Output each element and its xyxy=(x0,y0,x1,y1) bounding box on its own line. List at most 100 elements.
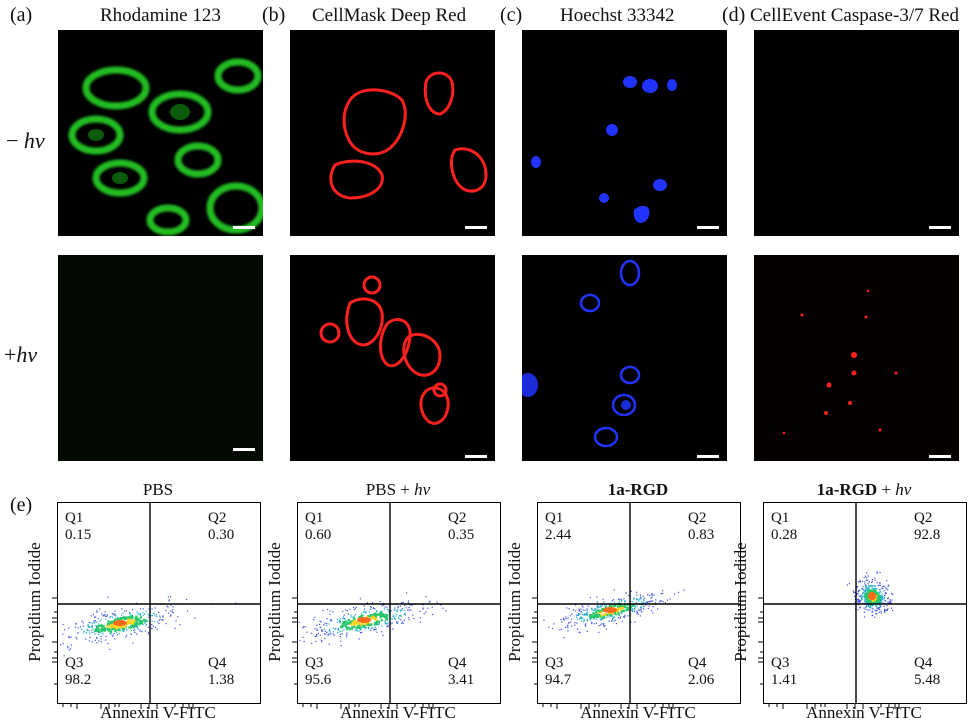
quadrant-name: Q2 xyxy=(448,510,467,526)
quadrant-q2-label: Q2 0.83 xyxy=(688,510,714,544)
quadrant-percentage: 0.60 xyxy=(305,527,332,543)
quadrant-name: Q2 xyxy=(688,510,707,526)
quadrant-q3-label: Q3 98.2 xyxy=(65,655,91,689)
quadrant-percentage: 94.7 xyxy=(545,672,572,688)
quadrant-q4-label: Q4 1.38 xyxy=(208,655,234,689)
y-axis-label: Propidium Iodide xyxy=(505,542,524,662)
quadrant-name: Q3 xyxy=(771,655,790,671)
scale-bar xyxy=(697,455,719,458)
quadrant-q3-label: Q3 94.7 xyxy=(545,655,571,689)
quadrant-q4-label: Q4 3.41 xyxy=(448,655,474,689)
scale-bar xyxy=(465,455,487,458)
quadrant-q3-label: Q3 95.6 xyxy=(305,655,331,689)
panel-letter-a: (a) xyxy=(10,4,33,26)
quadrant-q2-label: Q2 92.8 xyxy=(914,510,940,544)
quadrant-percentage: 2.44 xyxy=(545,527,572,543)
micrograph-cellmask-dark xyxy=(290,30,495,236)
quadrant-q1-label: Q1 0.60 xyxy=(305,510,331,544)
quadrant-percentage: 2.06 xyxy=(688,672,715,688)
quadrant-q3-label: Q3 1.41 xyxy=(771,655,797,689)
micrograph-caspase-dark xyxy=(754,30,959,236)
x-axis-label: Annexin V-FITC xyxy=(806,703,922,722)
column-title-a: Rhodamine 123 xyxy=(100,5,221,26)
quadrant-q4-label: Q4 2.06 xyxy=(688,655,714,689)
y-axis-label: Propidium Iodide xyxy=(265,542,284,662)
y-axis-ticks xyxy=(532,597,538,685)
scatter-density xyxy=(58,503,260,703)
panel-letter-e: (e) xyxy=(10,494,33,516)
flow-plot-title-1a-rgd-hv: 1a-RGD + hv xyxy=(816,480,912,499)
x-axis-label: Annexin V-FITC xyxy=(340,703,456,722)
y-axis-ticks xyxy=(52,597,58,685)
quadrant-q2-label: Q2 0.35 xyxy=(448,510,474,544)
quadrant-q1-label: Q1 2.44 xyxy=(545,510,571,544)
quadrant-percentage: 3.41 xyxy=(448,672,475,688)
quadrant-name: Q2 xyxy=(208,510,227,526)
quadrant-percentage: 1.38 xyxy=(208,672,235,688)
column-title-c: Hoechst 33342 xyxy=(560,5,675,26)
scale-bar xyxy=(929,455,951,458)
scale-bar xyxy=(465,226,487,229)
panel-letter-c: (c) xyxy=(500,4,523,26)
x-axis-label: Annexin V-FITC xyxy=(580,703,696,722)
micrograph-hoechst-light xyxy=(522,255,727,461)
x-axis-ticks xyxy=(62,704,194,709)
scatter-density xyxy=(764,503,966,703)
micrograph-cellmask-light xyxy=(290,255,495,461)
scale-bar xyxy=(233,448,255,451)
quadrant-percentage: 0.35 xyxy=(448,527,475,543)
column-title-d: CellEvent Caspase-3/7 Red xyxy=(750,5,959,26)
micrograph-rhodamine-light xyxy=(58,255,263,461)
quadrant-percentage: 0.83 xyxy=(688,527,715,543)
quadrant-name: Q2 xyxy=(914,510,933,526)
quadrant-name: Q3 xyxy=(65,655,84,671)
flow-plot-title-pbs: PBS xyxy=(142,480,174,499)
quadrant-q1-label: Q1 0.15 xyxy=(65,510,91,544)
quadrant-percentage: 0.15 xyxy=(65,527,92,543)
flow-plot-pbs-hv: Q1 0.60 Q2 0.35 Q3 95.6 Q4 3.41 xyxy=(297,502,501,704)
micrograph-hoechst-dark xyxy=(522,30,727,236)
quadrant-q1-label: Q1 0.28 xyxy=(771,510,797,544)
scatter-density xyxy=(538,503,740,703)
flow-plot-pbs: Q1 0.15 Q2 0.30 Q3 98.2 Q4 1.38 xyxy=(57,502,261,704)
y-axis-label: Propidium Iodide xyxy=(731,542,750,662)
quadrant-name: Q1 xyxy=(305,510,324,526)
quadrant-name: Q3 xyxy=(545,655,564,671)
row-label-dark: − hv xyxy=(6,128,45,153)
quadrant-percentage: 1.41 xyxy=(771,672,798,688)
panel-letter-d: (d) xyxy=(722,4,746,26)
scale-bar xyxy=(929,226,951,229)
y-axis-ticks xyxy=(758,597,764,685)
x-axis-ticks xyxy=(302,704,434,709)
column-title-b: CellMask Deep Red xyxy=(312,5,467,26)
quadrant-name: Q1 xyxy=(771,510,790,526)
panel-letter-b: (b) xyxy=(262,4,286,26)
quadrant-name: Q4 xyxy=(914,655,933,671)
quadrant-q2-label: Q2 0.30 xyxy=(208,510,234,544)
quadrant-percentage: 0.30 xyxy=(208,527,235,543)
quadrant-percentage: 0.28 xyxy=(771,527,798,543)
micrograph-caspase-light xyxy=(754,255,959,461)
y-axis-ticks xyxy=(292,597,298,685)
quadrant-percentage: 92.8 xyxy=(914,527,941,543)
quadrant-name: Q3 xyxy=(305,655,324,671)
flow-plot-1a-rgd: Q1 2.44 Q2 0.83 Q3 94.7 Q4 2.06 xyxy=(537,502,741,704)
y-axis-label: Propidium Iodide xyxy=(25,542,44,662)
scale-bar xyxy=(233,226,255,229)
quadrant-name: Q4 xyxy=(208,655,227,671)
quadrant-name: Q4 xyxy=(688,655,707,671)
quadrant-name: Q1 xyxy=(545,510,564,526)
flow-plot-1a-rgd-hv: Q1 0.28 Q2 92.8 Q3 1.41 Q4 5.48 xyxy=(763,502,967,704)
flow-plot-title-pbs-hv: PBS + hv xyxy=(365,480,431,499)
quadrant-name: Q4 xyxy=(448,655,467,671)
x-axis-ticks xyxy=(768,704,900,709)
quadrant-q4-label: Q4 5.48 xyxy=(914,655,940,689)
x-axis-ticks xyxy=(542,704,674,709)
flow-plot-title-1a-rgd: 1a-RGD xyxy=(607,480,669,499)
quadrant-name: Q1 xyxy=(65,510,84,526)
scatter-density xyxy=(298,503,500,703)
x-axis-label: Annexin V-FITC xyxy=(100,703,216,722)
quadrant-percentage: 98.2 xyxy=(65,672,92,688)
quadrant-percentage: 5.48 xyxy=(914,672,941,688)
quadrant-percentage: 95.6 xyxy=(305,672,332,688)
